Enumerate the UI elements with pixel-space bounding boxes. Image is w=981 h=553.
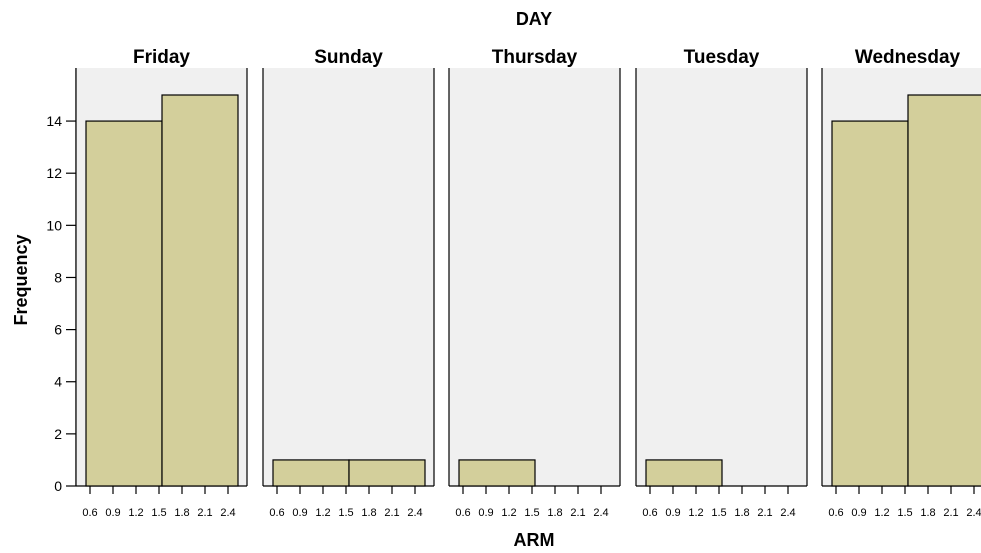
x-tick-label: 1.2 — [874, 507, 889, 519]
y-tick-label: 10 — [46, 217, 62, 233]
histogram-bar — [458, 459, 536, 487]
chart-title: DAY — [516, 9, 552, 29]
panel-background — [263, 68, 434, 486]
y-tick-label: 6 — [54, 322, 62, 338]
histogram-bar — [85, 120, 163, 487]
x-tick-label: 0.9 — [851, 507, 866, 519]
x-tick-label: 1.5 — [338, 507, 353, 519]
x-tick-label: 2.4 — [220, 507, 235, 519]
y-tick-label: 2 — [54, 426, 62, 442]
y-axis: 0 2 4 6 8 10 12 14 — [46, 68, 77, 494]
x-tick-label: 2.4 — [593, 507, 608, 519]
facet-title: Friday — [133, 47, 190, 68]
x-tick-label: 2.1 — [570, 507, 585, 519]
facet-panel-wednesday: Wednesday 0.6 0.9 1.2 1.5 1.8 2.1 2.4 — [821, 47, 981, 519]
facet-title: Sunday — [314, 47, 383, 68]
x-tick-label: 1.8 — [547, 507, 562, 519]
facet-panel-friday: Friday 0.6 0.9 1.2 1.5 1.8 2.1 2.4 — [75, 47, 248, 519]
x-tick-label: 1.2 — [688, 507, 703, 519]
panel-background — [636, 68, 807, 486]
y-tick-label: 14 — [46, 113, 62, 129]
y-tick-label: 8 — [54, 269, 62, 285]
histogram-bar — [161, 94, 239, 487]
x-tick-label: 2.1 — [943, 507, 958, 519]
histogram-bar — [645, 459, 723, 487]
histogram-bar — [348, 459, 426, 487]
x-tick-label: 1.8 — [734, 507, 749, 519]
x-tick-label: 0.9 — [105, 507, 120, 519]
x-tick-label: 1.5 — [524, 507, 539, 519]
x-tick-label: 2.4 — [780, 507, 795, 519]
facet-panel-tuesday: Tuesday 0.6 0.9 1.2 1.5 1.8 2.1 2.4 — [635, 47, 808, 519]
x-tick-label: 0.9 — [665, 507, 680, 519]
x-tick-label: 0.6 — [642, 507, 657, 519]
x-tick-label: 1.8 — [174, 507, 189, 519]
x-axis-label: ARM — [514, 530, 555, 550]
y-tick-label: 4 — [54, 374, 62, 390]
x-tick-label: 1.8 — [920, 507, 935, 519]
panel-background — [449, 68, 620, 486]
x-tick-label: 0.6 — [455, 507, 470, 519]
x-tick-label: 2.4 — [407, 507, 422, 519]
y-axis-label: Frequency — [11, 234, 31, 325]
x-tick-label: 2.1 — [757, 507, 772, 519]
histogram-bar — [272, 459, 350, 487]
facet-title: Tuesday — [684, 47, 760, 68]
x-tick-label: 1.5 — [897, 507, 912, 519]
x-tick-label: 0.6 — [269, 507, 284, 519]
y-tick-label: 0 — [54, 478, 62, 494]
x-tick-label: 2.1 — [384, 507, 399, 519]
x-tick-label: 1.5 — [151, 507, 166, 519]
facet-title: Wednesday — [855, 47, 961, 68]
x-tick-label: 1.2 — [315, 507, 330, 519]
facet-panel-sunday: Sunday 0.6 0.9 1.2 1.5 1.8 2.1 2.4 — [262, 47, 435, 519]
x-tick-label: 1.8 — [361, 507, 376, 519]
x-tick-label: 0.9 — [292, 507, 307, 519]
x-tick-label: 1.2 — [128, 507, 143, 519]
x-tick-label: 0.6 — [82, 507, 97, 519]
x-tick-label: 2.4 — [966, 507, 981, 519]
facet-panel-thursday: Thursday 0.6 0.9 1.2 1.5 1.8 2.1 2.4 — [448, 47, 621, 519]
x-tick-label: 1.2 — [501, 507, 516, 519]
x-tick-label: 0.6 — [828, 507, 843, 519]
facet-title: Thursday — [492, 47, 578, 68]
x-tick-label: 0.9 — [478, 507, 493, 519]
x-tick-label: 2.1 — [197, 507, 212, 519]
histogram-bar — [831, 120, 909, 487]
y-tick-label: 12 — [46, 165, 62, 181]
histogram-bar — [907, 94, 981, 487]
x-tick-label: 1.5 — [711, 507, 726, 519]
